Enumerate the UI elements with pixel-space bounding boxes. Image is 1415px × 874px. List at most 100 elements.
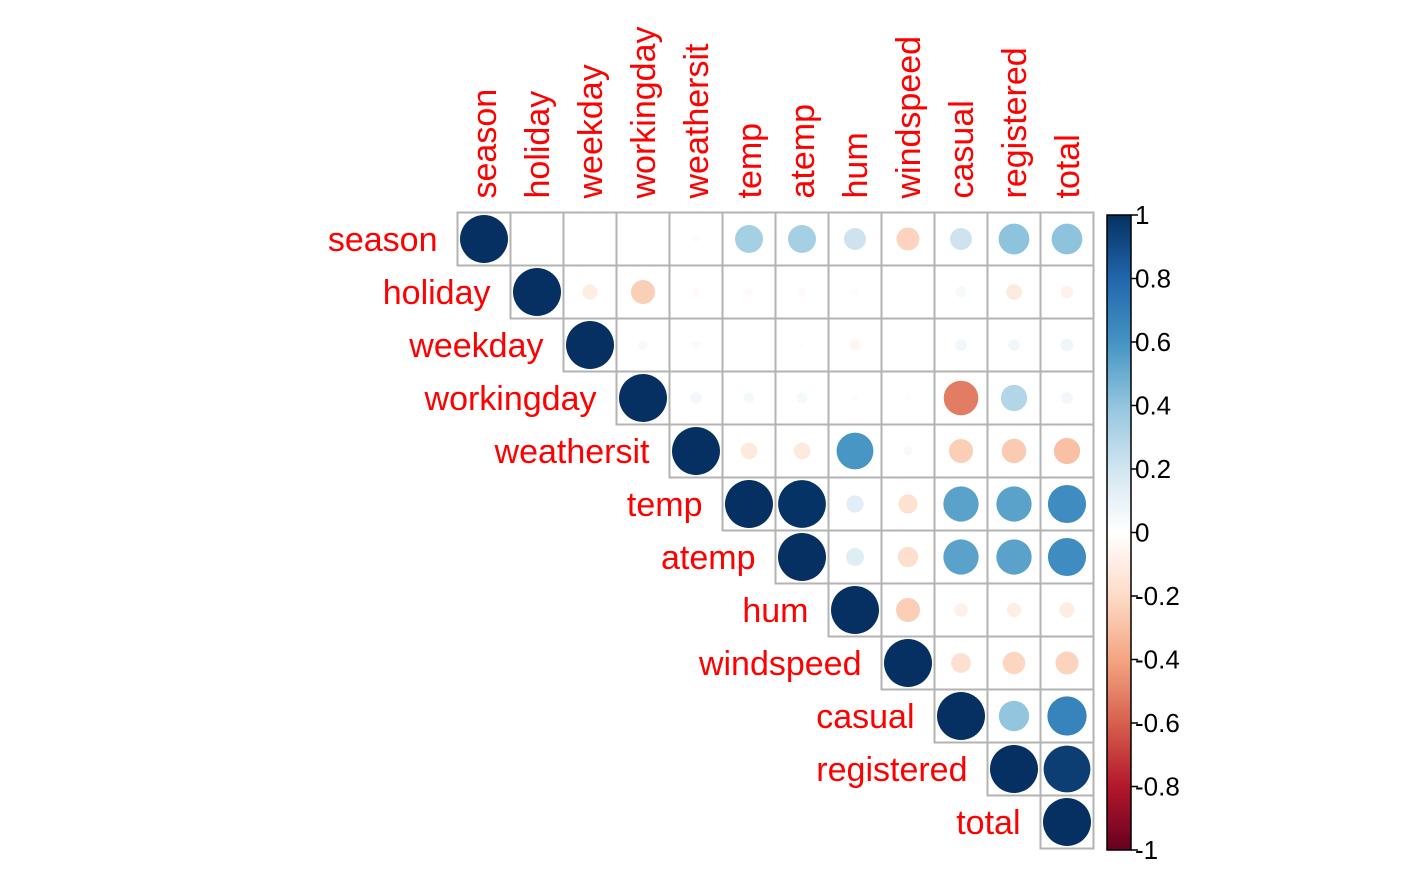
corr-circle-workingday-atemp bbox=[796, 392, 808, 404]
row-labels: season holiday weekday workingday weathersit… bbox=[328, 221, 1021, 842]
corr-circle-weekday-total bbox=[1060, 338, 1074, 352]
corr-circle-weathersit-hum bbox=[836, 432, 874, 470]
corr-circle-hum-hum bbox=[831, 586, 879, 634]
corr-circle-windspeed-total bbox=[1055, 651, 1079, 675]
column-labels: season holiday weekday workingday weathersit… bbox=[466, 27, 1087, 200]
corr-circle-season-windspeed bbox=[896, 227, 920, 251]
corr-circle-casual-registered bbox=[998, 700, 1030, 732]
corr-circle-weathersit-atemp bbox=[793, 442, 811, 460]
corr-circle-temp-registered bbox=[996, 486, 1032, 522]
row-label-registered: registered bbox=[816, 751, 967, 789]
row-label-holiday: holiday bbox=[383, 274, 491, 312]
grid-cell bbox=[721, 317, 777, 373]
corr-circle-temp-windspeed bbox=[898, 494, 918, 514]
corr-circle-workingday-hum bbox=[851, 394, 859, 402]
col-label-season: season bbox=[466, 89, 504, 199]
row-label-atemp: atemp bbox=[661, 539, 756, 577]
corr-circle-temp-total bbox=[1047, 484, 1087, 524]
corr-circle-weekday-casual bbox=[955, 339, 967, 351]
corr-circle-season-hum bbox=[844, 228, 866, 250]
corr-circle-hum-registered bbox=[1006, 602, 1022, 618]
corr-circle-season-holiday bbox=[534, 236, 540, 242]
corr-circle-weathersit-windspeed bbox=[903, 446, 913, 456]
corr-circle-holiday-weathersit bbox=[691, 287, 701, 297]
corr-circle-atemp-windspeed bbox=[897, 546, 919, 568]
row-label-weathersit: weathersit bbox=[494, 433, 651, 471]
corr-circle-season-weathersit bbox=[692, 235, 700, 243]
grid-cells bbox=[456, 211, 1095, 850]
row-label-hum: hum bbox=[742, 592, 808, 630]
col-label-temp: temp bbox=[731, 123, 769, 199]
colorbar-tick-label: 0.2 bbox=[1135, 454, 1171, 484]
row-label-workingday: workingday bbox=[424, 380, 597, 418]
corr-circle-holiday-workingday bbox=[631, 280, 655, 304]
corr-circle-workingday-total bbox=[1061, 392, 1073, 404]
corr-circle-casual-total bbox=[1047, 696, 1087, 736]
corr-circle-weekday-hum bbox=[849, 339, 861, 351]
corr-circle-season-temp bbox=[735, 225, 763, 253]
colorbar-tick-label: -0.6 bbox=[1135, 708, 1180, 738]
corr-circle-weathersit-registered bbox=[1001, 438, 1027, 464]
corr-circle-windspeed-windspeed bbox=[884, 639, 932, 687]
row-label-casual: casual bbox=[816, 698, 914, 736]
col-label-casual: casual bbox=[943, 100, 981, 198]
col-label-windspeed: windspeed bbox=[890, 36, 928, 200]
corr-circle-season-total bbox=[1051, 223, 1083, 255]
col-label-hum: hum bbox=[837, 132, 875, 198]
corr-circle-holiday-windspeed bbox=[905, 289, 911, 295]
corr-circle-temp-casual bbox=[943, 486, 979, 522]
corr-circle-holiday-atemp bbox=[797, 287, 807, 297]
colorbar-tick-label: 0.6 bbox=[1135, 327, 1171, 357]
col-label-weekday: weekday bbox=[572, 64, 610, 199]
corr-circle-weekday-weathersit bbox=[691, 340, 701, 350]
colorbar-tick-label: 0.4 bbox=[1135, 391, 1171, 421]
col-label-holiday: holiday bbox=[519, 91, 557, 199]
corr-circle-hum-casual bbox=[954, 603, 968, 617]
corr-circle-weathersit-temp bbox=[740, 442, 758, 460]
col-label-registered: registered bbox=[996, 47, 1034, 198]
corr-circle-season-atemp bbox=[788, 225, 816, 253]
corr-circle-workingday-registered bbox=[1000, 384, 1028, 412]
corr-circle-weekday-workingday bbox=[638, 340, 648, 350]
corr-circle-atemp-casual bbox=[943, 539, 979, 575]
corr-circle-temp-atemp bbox=[778, 480, 826, 528]
colorbar-tick-label: 0 bbox=[1135, 518, 1149, 548]
corr-circle-temp-hum bbox=[846, 495, 864, 513]
colorbar-tick-label: 1 bbox=[1135, 200, 1149, 230]
corr-circle-season-workingday bbox=[640, 236, 646, 242]
corr-circle-temp-temp bbox=[725, 480, 773, 528]
corr-circle-registered-total bbox=[1043, 745, 1091, 793]
corr-circle-atemp-total bbox=[1047, 537, 1087, 577]
corr-circle-casual-casual bbox=[937, 692, 985, 740]
grid-cell bbox=[562, 211, 618, 267]
row-label-total: total bbox=[956, 804, 1020, 842]
corr-circle-workingday-casual bbox=[943, 380, 979, 416]
col-label-atemp: atemp bbox=[784, 104, 822, 199]
row-label-season: season bbox=[328, 221, 438, 259]
colorbar-tick-label: 0.8 bbox=[1135, 264, 1171, 294]
colorbar-tick-label: -0.2 bbox=[1135, 581, 1180, 611]
corr-circle-windspeed-registered bbox=[1002, 651, 1026, 675]
corr-circle-weathersit-weathersit bbox=[672, 427, 720, 475]
corr-circle-holiday-hum bbox=[851, 288, 859, 296]
corr-circle-hum-total bbox=[1059, 602, 1075, 618]
corr-circle-total-total bbox=[1043, 798, 1091, 846]
corr-circle-workingday-workingday bbox=[619, 374, 667, 422]
corr-circle-hum-windspeed bbox=[896, 598, 920, 622]
corr-circle-workingday-windspeed bbox=[904, 394, 912, 402]
col-label-weathersit: weathersit bbox=[678, 43, 716, 200]
corr-circle-windspeed-casual bbox=[951, 653, 971, 673]
corr-circle-holiday-total bbox=[1060, 285, 1074, 299]
corr-circle-holiday-casual bbox=[955, 286, 967, 298]
row-label-weekday: weekday bbox=[408, 327, 543, 365]
colorbar-tick-label: -0.8 bbox=[1135, 772, 1180, 802]
corr-circle-weekday-windspeed bbox=[905, 342, 911, 348]
corr-circle-atemp-atemp bbox=[778, 533, 826, 581]
colorbar: 1 0.8 0.6 0.4 0.2 0 -0.2 -0.4 -0.6 -0.8 -1 bbox=[1106, 200, 1180, 865]
col-label-total: total bbox=[1049, 134, 1087, 198]
corr-circle-workingday-weathersit bbox=[690, 392, 702, 404]
col-label-workingday: workingday bbox=[625, 27, 663, 200]
corr-circle-season-registered bbox=[998, 223, 1030, 255]
corr-circle-atemp-hum bbox=[846, 548, 864, 566]
